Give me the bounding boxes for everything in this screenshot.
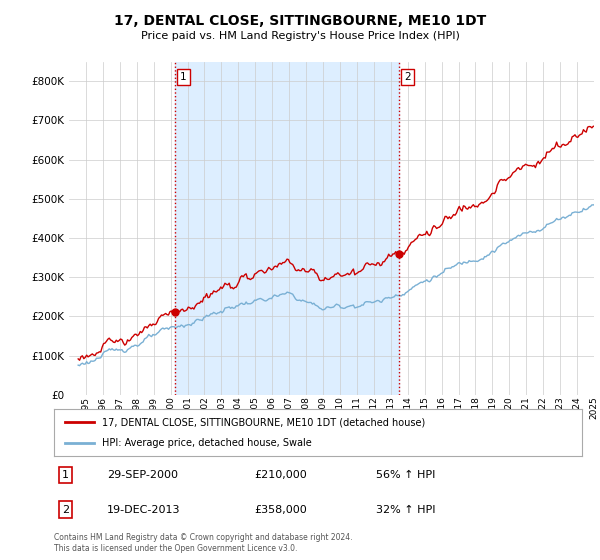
Text: HPI: Average price, detached house, Swale: HPI: Average price, detached house, Swal… (101, 438, 311, 448)
Text: £210,000: £210,000 (254, 470, 307, 480)
Text: 29-SEP-2000: 29-SEP-2000 (107, 470, 178, 480)
Text: Price paid vs. HM Land Registry's House Price Index (HPI): Price paid vs. HM Land Registry's House … (140, 31, 460, 41)
Text: 19-DEC-2013: 19-DEC-2013 (107, 505, 181, 515)
Text: 17, DENTAL CLOSE, SITTINGBOURNE, ME10 1DT: 17, DENTAL CLOSE, SITTINGBOURNE, ME10 1D… (114, 14, 486, 28)
Text: 1: 1 (62, 470, 69, 480)
Text: 2: 2 (62, 505, 69, 515)
Text: 32% ↑ HPI: 32% ↑ HPI (376, 505, 436, 515)
Text: 17, DENTAL CLOSE, SITTINGBOURNE, ME10 1DT (detached house): 17, DENTAL CLOSE, SITTINGBOURNE, ME10 1D… (101, 417, 425, 427)
Text: 56% ↑ HPI: 56% ↑ HPI (376, 470, 436, 480)
Text: £358,000: £358,000 (254, 505, 307, 515)
Text: 2: 2 (404, 72, 410, 82)
Text: 1: 1 (180, 72, 187, 82)
Bar (175, 62, 399, 395)
Text: Contains HM Land Registry data © Crown copyright and database right 2024.
This d: Contains HM Land Registry data © Crown c… (54, 533, 353, 553)
